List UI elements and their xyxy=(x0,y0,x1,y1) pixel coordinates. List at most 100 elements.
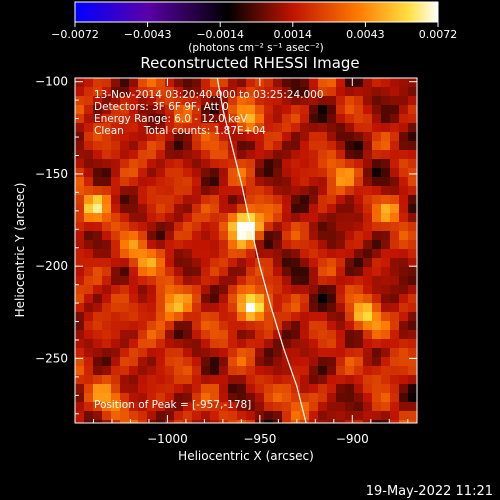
heatmap-cell xyxy=(156,357,166,367)
heatmap-cell xyxy=(237,276,247,286)
heatmap-cell xyxy=(93,321,103,331)
heatmap-cell xyxy=(84,393,94,403)
heatmap-cell xyxy=(183,177,193,187)
heatmap-cell xyxy=(165,177,175,187)
heatmap-cell xyxy=(75,195,85,205)
heatmap-cell xyxy=(264,420,274,423)
heatmap-cell xyxy=(309,87,319,97)
heatmap-cell xyxy=(192,339,202,349)
heatmap-cell xyxy=(327,96,337,106)
heatmap-cell xyxy=(255,114,265,124)
heatmap-cell xyxy=(237,411,247,421)
heatmap-cell xyxy=(237,114,247,124)
heatmap-cell xyxy=(408,393,417,403)
heatmap-cell xyxy=(309,366,319,376)
heatmap-cell xyxy=(111,204,121,214)
heatmap-cell xyxy=(336,195,346,205)
heatmap-cell xyxy=(336,186,346,196)
heatmap-cell xyxy=(84,78,94,88)
heatmap-cell xyxy=(165,357,175,367)
heatmap-cell xyxy=(291,204,301,214)
annotation-counts: Clean Total counts: 1.87E+04 xyxy=(94,125,266,137)
heatmap-cell xyxy=(327,114,337,124)
heatmap-cell xyxy=(408,339,417,349)
heatmap-cell xyxy=(228,168,238,178)
heatmap-cell xyxy=(156,402,166,412)
heatmap-cell xyxy=(354,195,364,205)
heatmap-cell xyxy=(120,132,130,142)
heatmap-cell xyxy=(345,240,355,250)
heatmap-cell xyxy=(282,402,292,412)
heatmap-cell xyxy=(138,159,148,169)
heatmap-cell xyxy=(237,267,247,277)
heatmap-cell xyxy=(390,204,400,214)
heatmap-cell xyxy=(300,222,310,232)
heatmap-cell xyxy=(183,213,193,223)
heatmap-cell xyxy=(147,204,157,214)
heatmap-cell xyxy=(129,285,139,295)
heatmap-cell xyxy=(255,195,265,205)
heatmap-cell xyxy=(93,303,103,313)
heatmap-cell xyxy=(228,186,238,196)
heatmap-cell xyxy=(75,375,85,385)
heatmap-cell xyxy=(318,132,328,142)
heatmap-cell xyxy=(363,168,373,178)
heatmap-cell xyxy=(408,384,417,394)
heatmap-cell xyxy=(75,294,85,304)
heatmap-cell xyxy=(183,78,193,88)
heatmap-cell xyxy=(300,150,310,160)
heatmap-cell xyxy=(255,330,265,340)
heatmap-cell xyxy=(147,357,157,367)
heatmap-cell xyxy=(219,312,229,322)
heatmap-cell xyxy=(201,96,211,106)
heatmap-cell xyxy=(111,303,121,313)
heatmap-cell xyxy=(84,357,94,367)
heatmap-cell xyxy=(138,321,148,331)
heatmap-cell xyxy=(219,249,229,259)
heatmap-cell xyxy=(345,213,355,223)
heatmap-cell xyxy=(390,114,400,124)
heatmap-cell xyxy=(300,240,310,250)
heatmap-cell xyxy=(363,258,373,268)
heatmap-cell xyxy=(354,240,364,250)
heatmap-cell xyxy=(354,348,364,358)
heatmap-cell xyxy=(75,321,85,331)
heatmap-cell xyxy=(354,366,364,376)
heatmap-cell xyxy=(174,168,184,178)
heatmap-cell xyxy=(381,249,391,259)
heatmap-cell xyxy=(390,141,400,151)
heatmap-cell xyxy=(309,186,319,196)
heatmap-cell xyxy=(84,285,94,295)
heatmap-cell xyxy=(363,384,373,394)
colorbar-tick-label: 0.0072 xyxy=(419,28,458,41)
heatmap-cell xyxy=(381,303,391,313)
heatmap-cell xyxy=(210,231,220,241)
heatmap-cell xyxy=(264,96,274,106)
heatmap-cell xyxy=(102,132,112,142)
heatmap-cell xyxy=(291,96,301,106)
heatmap-cell xyxy=(219,339,229,349)
heatmap-cell xyxy=(219,141,229,151)
heatmap-cell xyxy=(381,258,391,268)
heatmap-cell xyxy=(399,222,409,232)
heatmap-cell xyxy=(246,366,256,376)
heatmap-cell xyxy=(174,285,184,295)
heatmap-cell xyxy=(129,411,139,421)
heatmap-cell xyxy=(84,123,94,133)
heatmap-cell xyxy=(390,258,400,268)
heatmap-cell xyxy=(183,159,193,169)
heatmap-cell xyxy=(399,267,409,277)
heatmap-cell xyxy=(219,267,229,277)
heatmap-cell xyxy=(192,285,202,295)
heatmap-cell xyxy=(399,186,409,196)
heatmap-cell xyxy=(291,384,301,394)
heatmap-cell xyxy=(183,96,193,106)
heatmap-cell xyxy=(84,366,94,376)
heatmap-cell xyxy=(183,285,193,295)
heatmap-cell xyxy=(309,357,319,367)
heatmap-cell xyxy=(111,375,121,385)
heatmap-cell xyxy=(381,204,391,214)
heatmap-cell xyxy=(255,204,265,214)
heatmap-cell xyxy=(228,303,238,313)
y-tick-label: −250 xyxy=(35,351,68,365)
